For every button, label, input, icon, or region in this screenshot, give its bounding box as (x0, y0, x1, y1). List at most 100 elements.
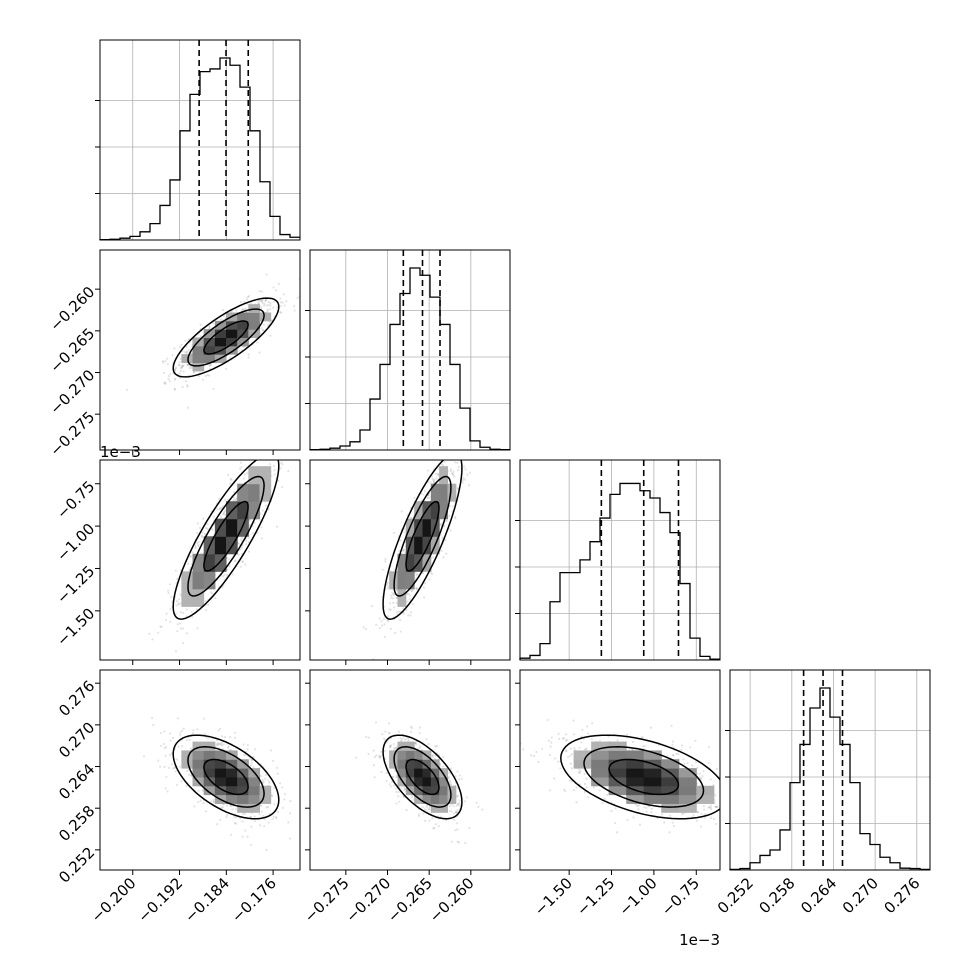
sample-point (378, 755, 381, 758)
sample-point (465, 796, 468, 799)
sample-point (246, 472, 249, 475)
sample-point (283, 793, 287, 796)
sample-point (163, 730, 166, 733)
sample-point (456, 828, 459, 831)
density-cell (214, 553, 227, 572)
sample-point (724, 807, 726, 809)
density-cell (259, 794, 272, 804)
panel-frame (99, 249, 301, 451)
sample-point (415, 586, 418, 590)
sample-point (434, 823, 437, 826)
sample-point (283, 798, 286, 801)
density-cell (181, 750, 194, 760)
sample-point (288, 452, 290, 454)
density-cell (248, 803, 261, 813)
sample-point (581, 728, 584, 732)
sample-point (392, 784, 395, 787)
density-cell (422, 794, 432, 804)
density-cell (405, 571, 415, 590)
sample-point (426, 496, 429, 500)
grid-lines (520, 460, 720, 660)
sample-point (261, 301, 264, 304)
sample-point (268, 781, 271, 784)
density-cell (237, 768, 249, 778)
sample-point (199, 335, 202, 338)
sample-point (241, 307, 244, 311)
contour-level-1 (405, 758, 440, 796)
sample-point (222, 743, 225, 746)
sample-point (279, 305, 282, 308)
sample-point (393, 746, 396, 750)
sample-point (192, 371, 195, 374)
sample-point (223, 511, 226, 514)
sample-point (275, 766, 279, 769)
sample-point (475, 801, 478, 804)
density-cell (439, 483, 448, 502)
density-cell (203, 329, 216, 338)
sample-point (264, 773, 268, 777)
sample-point (442, 464, 445, 467)
sample-point (197, 544, 200, 548)
sample-point (434, 452, 436, 454)
sample-point (187, 773, 191, 776)
contour-level-2 (393, 746, 452, 808)
contour-level-1 (203, 320, 249, 355)
sample-point (169, 739, 172, 742)
sample-point (385, 771, 388, 775)
sample-point (190, 774, 193, 777)
density-cell (422, 518, 432, 537)
sample-point (272, 286, 275, 289)
sample-point (174, 770, 177, 773)
contours (172, 297, 280, 378)
grid-lines (310, 250, 510, 450)
sample-point (462, 476, 465, 480)
sample-point (458, 431, 460, 433)
sample-point (179, 731, 182, 734)
sample-point (414, 741, 417, 745)
sample-point (190, 352, 193, 355)
density-cell (397, 588, 407, 607)
sample-point (268, 462, 271, 466)
sample-point (249, 815, 253, 819)
sample-point (450, 840, 453, 843)
sample-point (411, 589, 414, 593)
sample-point (174, 367, 177, 370)
sample-point (219, 742, 223, 745)
sample-point (304, 421, 306, 423)
sample-point (196, 522, 199, 525)
sample-point (454, 811, 457, 814)
sample-point (277, 479, 280, 482)
sample-point (456, 808, 459, 812)
sample-point (395, 596, 398, 600)
sample-point (565, 738, 569, 741)
sample-point (204, 599, 207, 602)
sample-point (403, 531, 406, 534)
sample-point (451, 472, 454, 475)
sample-point (223, 736, 227, 739)
sample-point (456, 840, 459, 843)
density-cell (237, 794, 249, 804)
sample-point (296, 443, 298, 445)
sample-point (388, 732, 391, 735)
sample-point (281, 453, 283, 455)
sample-point (223, 510, 227, 513)
sample-point (243, 812, 246, 816)
density-cell (203, 553, 216, 572)
sample-point (258, 813, 261, 816)
sample-point (227, 745, 230, 748)
sample-point (404, 738, 407, 741)
sample-point (405, 809, 408, 812)
sample-point (260, 305, 263, 309)
sample-point (279, 467, 282, 470)
sample-point (244, 307, 247, 311)
sample-point (228, 356, 232, 359)
sample-point (395, 776, 398, 779)
sample-point (220, 735, 224, 738)
sample-point (260, 299, 263, 303)
sample-point (409, 594, 412, 597)
sample-point (423, 489, 427, 493)
sample-point (208, 327, 211, 330)
density-cell (447, 785, 457, 796)
sample-point (429, 805, 432, 808)
sample-point (229, 833, 233, 836)
